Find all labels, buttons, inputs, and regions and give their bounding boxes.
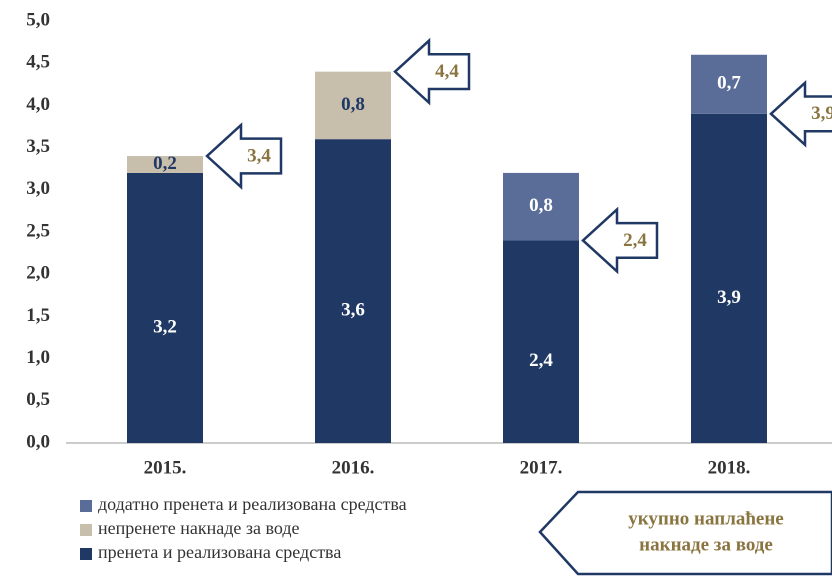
total-label: 3,4 [247, 145, 271, 166]
y-tick-label: 3,5 [26, 136, 50, 157]
y-tick-label: 0,0 [26, 431, 50, 452]
legend-swatch [80, 500, 92, 512]
bar-segment [127, 172, 203, 444]
bar-label: 0,7 [717, 73, 741, 94]
legend-swatch [80, 548, 92, 560]
bar-segment [691, 113, 767, 443]
callout-text: укупно наплаћене [628, 508, 784, 529]
x-tick-label: 2016. [332, 457, 375, 478]
bar-segment [315, 139, 391, 443]
y-tick-label: 1,5 [26, 305, 50, 326]
bar-segment [503, 172, 579, 241]
y-tick-label: 2,0 [26, 263, 50, 284]
bar-label: 0,2 [153, 153, 177, 174]
y-tick-label: 5,0 [26, 9, 50, 30]
total-arrow [769, 80, 832, 148]
total-arrow [205, 122, 283, 190]
bar-segment [503, 240, 579, 443]
total-arrow [393, 37, 471, 106]
total-label: 4,4 [435, 61, 459, 82]
legend-label: додатно пренета и реализована средства [98, 494, 407, 514]
bar-segment [691, 54, 767, 114]
y-tick-label: 3,0 [26, 178, 50, 199]
bar-label: 0,8 [529, 195, 553, 216]
x-tick-label: 2018. [708, 457, 751, 478]
legend-swatch [80, 524, 92, 536]
y-tick-label: 4,5 [26, 52, 50, 73]
y-tick-label: 4,0 [26, 94, 50, 115]
total-label: 3,9 [811, 103, 832, 124]
y-tick-label: 2,5 [26, 220, 50, 241]
y-tick-label: 0,5 [26, 389, 50, 410]
bar-segment [127, 156, 203, 173]
bar-segment [315, 71, 391, 140]
x-tick-label: 2015. [144, 457, 187, 478]
bar-label: 2,4 [529, 350, 553, 371]
bar-label: 3,6 [341, 299, 365, 320]
legend-label: пренета и реализована средства [98, 542, 341, 562]
bar-label: 3,2 [153, 316, 177, 337]
bar-label: 3,9 [717, 287, 741, 308]
total-label: 2,4 [623, 230, 647, 251]
callout-text: накнаде за воде [639, 534, 773, 555]
x-tick-label: 2017. [520, 457, 563, 478]
callout-box [538, 490, 832, 576]
total-arrow [581, 206, 659, 275]
bar-label: 0,8 [341, 94, 365, 115]
y-tick-label: 1,0 [26, 347, 50, 368]
legend-label: непренете накнаде за воде [98, 518, 299, 538]
